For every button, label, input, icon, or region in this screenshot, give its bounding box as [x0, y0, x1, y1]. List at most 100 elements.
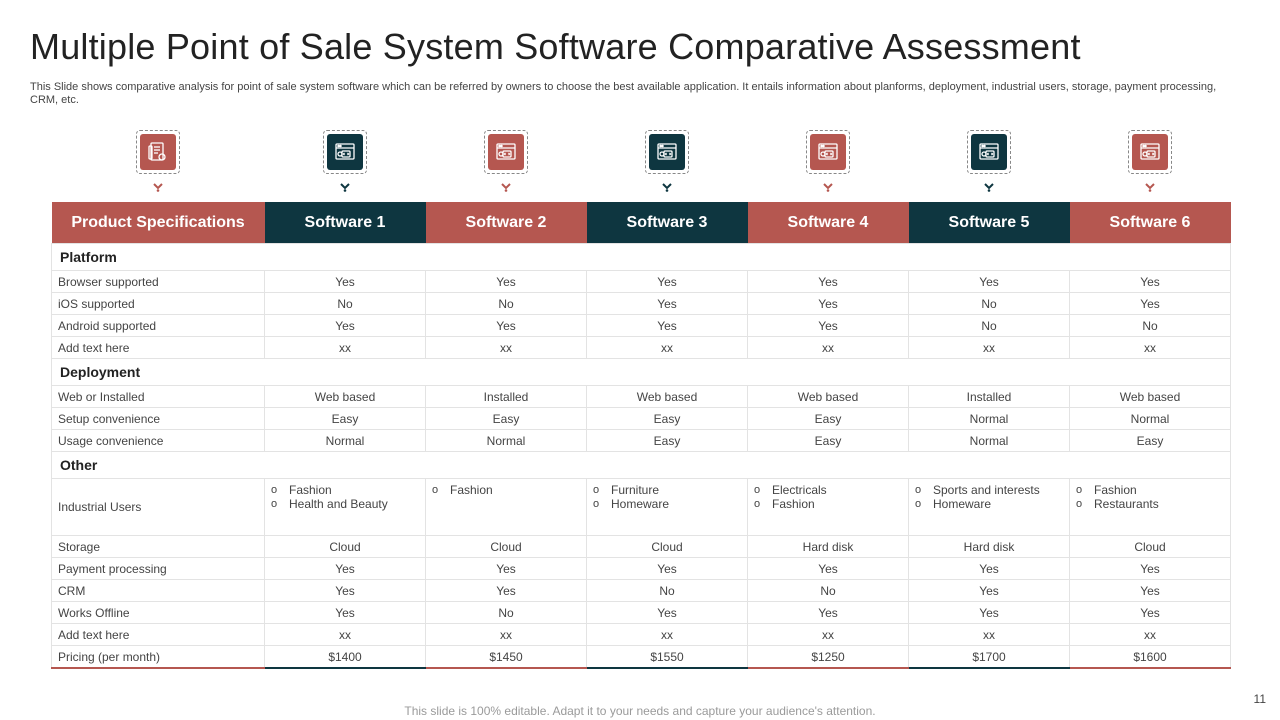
row-label: Storage: [51, 535, 265, 558]
table-cell: Yes: [747, 601, 909, 624]
bullet-marker: o: [915, 484, 922, 496]
table-cell: Yes: [264, 579, 426, 602]
list-item-text: Fashion: [450, 483, 493, 497]
table-cell: Hard disk: [908, 535, 1070, 558]
row-label: Payment processing: [51, 557, 265, 580]
chevron-down-icon: [339, 183, 350, 192]
table-cell: $1400: [264, 645, 426, 669]
page-number: 11: [1253, 692, 1266, 706]
icon-frame: [483, 130, 528, 174]
table-row: Setup convenience Easy Easy Easy Easy Normal N…: [51, 407, 1231, 430]
table-cell: xx: [1069, 623, 1231, 646]
table-cell: Yes: [908, 601, 1070, 624]
table-cell: Yes: [264, 314, 426, 337]
table-cell: o Fashion o Health and Beauty: [264, 478, 426, 536]
header-software-6: Software 6: [1069, 202, 1231, 244]
list-item: o Sports and interests: [915, 483, 1069, 497]
table-cell: xx: [586, 336, 748, 359]
table-cell: Installed: [425, 385, 587, 408]
list-item-text: Furniture: [611, 483, 660, 497]
table-row: CRM Yes Yes No No Yes Yes: [51, 579, 1231, 602]
column-icon-6: [929, 130, 1049, 200]
table-cell: o Electricals o Fashion: [747, 478, 909, 536]
table-cell: Easy: [264, 407, 426, 430]
header-product-specifications: Product Specifications: [51, 202, 265, 244]
table-cell: xx: [747, 336, 909, 359]
icon-frame: [135, 130, 180, 174]
row-label: Pricing (per month): [51, 645, 265, 669]
table-cell: Easy: [747, 407, 909, 430]
table-cell: Installed: [908, 385, 1070, 408]
table-cell: Cloud: [1069, 535, 1231, 558]
row-label: Add text here: [51, 336, 265, 359]
list-item-text: Fashion: [289, 483, 332, 497]
table-row: Payment processing Yes Yes Yes Yes Yes Yes: [51, 557, 1231, 580]
row-label: Usage convenience: [51, 429, 265, 452]
table-cell: Yes: [425, 557, 587, 580]
section-row: Deployment: [51, 358, 1231, 386]
table-cell: xx: [264, 336, 426, 359]
table-row: Add text here xx xx xx xx xx xx: [51, 623, 1231, 646]
header-software-4: Software 4: [747, 202, 909, 244]
list-item-text: Homeware: [611, 497, 670, 511]
bullet-marker: o: [915, 498, 922, 510]
table-cell: Yes: [747, 314, 909, 337]
bullet-marker: o: [271, 498, 278, 510]
chevron-down-icon: [500, 183, 511, 192]
table-cell: Yes: [264, 601, 426, 624]
table-cell: xx: [425, 623, 587, 646]
table-header-row: Product Specifications Software 1 Software…: [51, 202, 1231, 244]
table-row: Add text here xx xx xx xx xx xx: [51, 336, 1231, 359]
table-cell: No: [747, 579, 909, 602]
chevron-down-icon: [822, 183, 833, 192]
table-cell: o Fashion o Restaurants: [1069, 478, 1231, 536]
table-cell: No: [425, 601, 587, 624]
column-icon-2: [285, 130, 405, 200]
table-cell: Yes: [1069, 557, 1231, 580]
row-label: Setup convenience: [51, 407, 265, 430]
table-cell: Cloud: [264, 535, 426, 558]
browser-code-icon: [487, 134, 524, 170]
table-cell: $1550: [586, 645, 748, 669]
section-title: Deployment: [51, 358, 1231, 386]
bullet-marker: o: [1076, 484, 1083, 496]
table-cell: Yes: [1069, 579, 1231, 602]
row-label: iOS supported: [51, 292, 265, 315]
table-cell: xx: [586, 623, 748, 646]
list-item: o Homeware: [593, 497, 747, 511]
table-cell: Easy: [1069, 429, 1231, 452]
browser-code-icon: [648, 134, 685, 170]
table-cell: No: [1069, 314, 1231, 337]
header-software-3: Software 3: [586, 202, 748, 244]
table-cell: Yes: [747, 292, 909, 315]
table-cell: Web based: [747, 385, 909, 408]
section-title: Platform: [51, 243, 1231, 271]
table-cell: xx: [747, 623, 909, 646]
table-row: Android supported Yes Yes Yes Yes No No: [51, 314, 1231, 337]
table-cell: Yes: [1069, 292, 1231, 315]
section-row: Platform: [51, 243, 1231, 271]
row-label: Web or Installed: [51, 385, 265, 408]
bullet-marker: o: [432, 484, 439, 496]
table-cell: $1450: [425, 645, 587, 669]
table-cell: Yes: [425, 579, 587, 602]
table-cell: o Fashion: [425, 478, 587, 536]
browser-code-icon: [326, 134, 363, 170]
list-item-text: Homeware: [933, 497, 992, 511]
table-cell: Yes: [908, 579, 1070, 602]
table-cell: No: [425, 292, 587, 315]
chevron-down-icon: [152, 183, 163, 192]
row-label: Industrial Users: [51, 478, 265, 536]
slide-subtitle: This Slide shows comparative analysis fo…: [30, 81, 1217, 106]
table-cell: Normal: [908, 429, 1070, 452]
chevron-down-icon: [983, 183, 994, 192]
table-cell: Yes: [264, 270, 426, 293]
table-cell: Web based: [586, 385, 748, 408]
column-icon-5: [768, 130, 888, 200]
table-cell: $1700: [908, 645, 1070, 669]
table-cell: xx: [425, 336, 587, 359]
table-cell: Web based: [264, 385, 426, 408]
table-cell: $1250: [747, 645, 909, 669]
column-icon-7: [1090, 130, 1210, 200]
table-cell: Cloud: [425, 535, 587, 558]
